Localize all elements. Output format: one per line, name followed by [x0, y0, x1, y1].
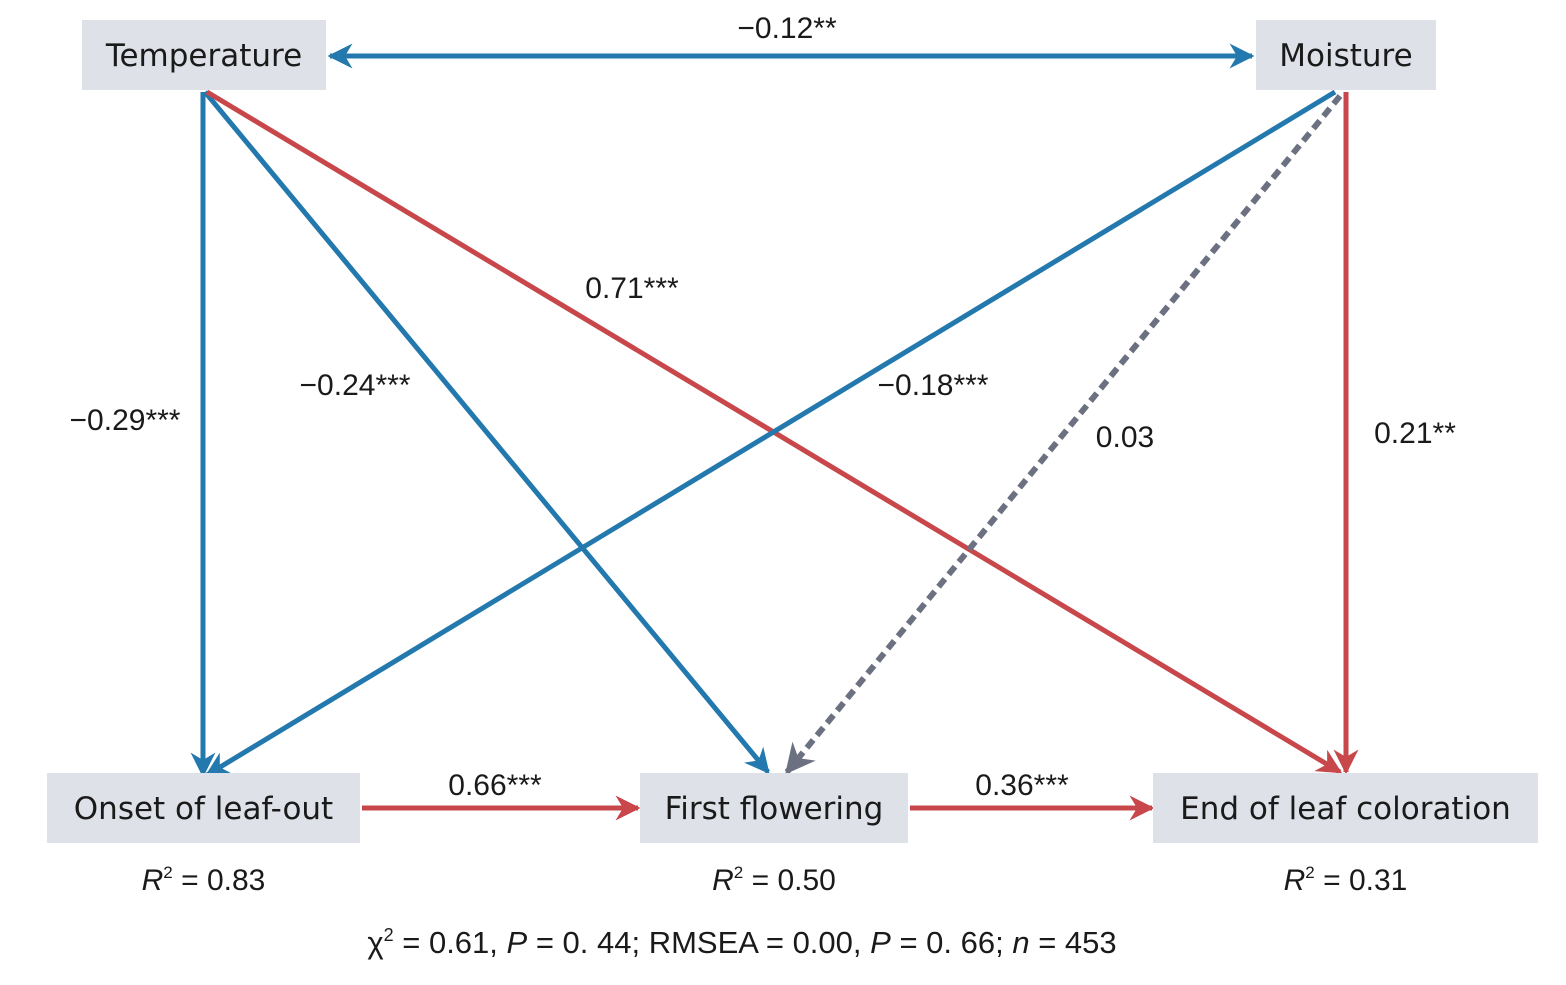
node-label: End of leaf coloration [1180, 791, 1511, 827]
edge-label-temp-onset: −0.29*** [70, 404, 181, 437]
node-box [82, 20, 326, 90]
node-label: Temperature [105, 38, 302, 74]
r-squared-label: R2 = 0.50 [712, 863, 836, 897]
edge-label-temp-moist: −0.12** [737, 12, 837, 45]
node-label: First flowering [665, 791, 884, 827]
node-box [1153, 773, 1538, 843]
node-label: Moisture [1279, 38, 1412, 74]
edge-moist-flower [784, 94, 1343, 775]
node-moisture: Moisture [1256, 20, 1436, 90]
node-box [1256, 20, 1436, 90]
edge-label-onset-flower: 0.66*** [448, 769, 542, 802]
node-label: Onset of leaf-out [74, 791, 333, 827]
fit-statistics: χ2 = 0.61, P = 0. 44; RMSEA = 0.00, P = … [367, 925, 1116, 960]
edge-temp-flower [203, 90, 770, 774]
edge-label-moist-onset: −0.18*** [878, 369, 989, 402]
node-coloration: End of leaf coloration R2 = 0.31 [1153, 773, 1538, 897]
r-squared-label: R2 = 0.31 [1284, 863, 1408, 897]
edge-label-moist-color: 0.21** [1374, 417, 1456, 450]
node-flowering: First flowering R2 = 0.50 [640, 773, 908, 897]
node-onset: Onset of leaf-out R2 = 0.83 [47, 773, 360, 897]
edge-label-temp-color: 0.71*** [585, 272, 679, 305]
node-box [640, 773, 908, 843]
r-squared-label: R2 = 0.83 [142, 863, 266, 897]
edge-label-moist-flower: 0.03 [1096, 421, 1154, 454]
node-box [47, 773, 360, 843]
edge-label-flower-color: 0.36*** [975, 769, 1069, 802]
edge-moist-onset [204, 89, 1337, 778]
node-temperature: Temperature [82, 20, 326, 90]
edge-label-temp-flower: −0.24*** [300, 369, 411, 402]
